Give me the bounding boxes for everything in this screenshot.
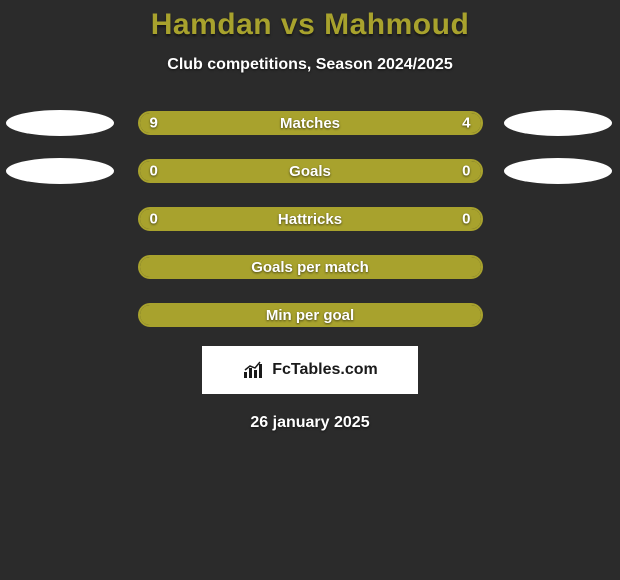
stat-value-right: 0	[462, 163, 470, 180]
player-oval-left	[6, 158, 114, 184]
stat-row: 0 0 Goals	[0, 158, 620, 184]
chart-icon	[242, 360, 266, 380]
player-oval-left	[6, 110, 114, 136]
stat-rows: 9 4 Matches 0 0 Goals 0 0 Hattricks Goals per mat…	[0, 110, 620, 328]
date-label: 26 january 2025	[0, 414, 620, 432]
stat-label: Goals	[289, 163, 331, 180]
stat-bar: 0 0 Hattricks	[138, 207, 483, 231]
stat-bar: Min per goal	[138, 303, 483, 327]
stat-bar: 9 4 Matches	[138, 111, 483, 135]
stat-row: Goals per match	[0, 254, 620, 280]
subtitle: Club competitions, Season 2024/2025	[0, 56, 620, 74]
stat-bar: Goals per match	[138, 255, 483, 279]
stat-value-left: 9	[150, 115, 158, 132]
stat-row: Min per goal	[0, 302, 620, 328]
stat-label: Min per goal	[266, 307, 354, 324]
stat-label: Goals per match	[251, 259, 369, 276]
stat-row: 9 4 Matches	[0, 110, 620, 136]
page-title: Hamdan vs Mahmoud	[0, 8, 620, 42]
stat-label: Hattricks	[278, 211, 342, 228]
stat-value-right: 4	[462, 115, 470, 132]
stat-value-right: 0	[462, 211, 470, 228]
brand-text: FcTables.com	[272, 361, 378, 379]
stat-label: Matches	[280, 115, 340, 132]
stat-bar: 0 0 Goals	[138, 159, 483, 183]
stat-row: 0 0 Hattricks	[0, 206, 620, 232]
stat-value-left: 0	[150, 163, 158, 180]
stats-card: Hamdan vs Mahmoud Club competitions, Sea…	[0, 0, 620, 432]
brand-box: FcTables.com	[202, 346, 418, 394]
player-oval-right	[504, 110, 612, 136]
player-oval-right	[504, 158, 612, 184]
stat-value-left: 0	[150, 211, 158, 228]
